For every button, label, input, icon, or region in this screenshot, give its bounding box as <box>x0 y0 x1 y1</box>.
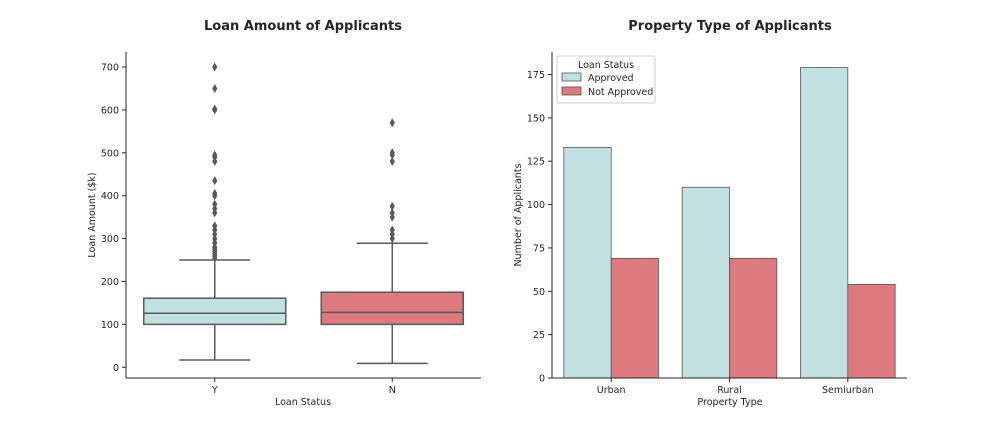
barchart-legend: Loan Status Approved Not Approved <box>556 55 656 104</box>
outlier-point <box>389 201 395 211</box>
legend-items: Approved Not Approved <box>561 72 653 98</box>
outlier-point <box>389 156 395 166</box>
y-tick-label: 400 <box>101 191 119 202</box>
legend-frame <box>556 55 656 104</box>
y-tick-label: 25 <box>533 330 545 341</box>
x-tick-label: Semiurban <box>822 385 874 396</box>
legend-swatch <box>561 86 582 96</box>
outlier-point <box>212 62 218 72</box>
outlier-point <box>212 176 218 186</box>
y-tick-label: 175 <box>527 70 545 81</box>
outlier-point <box>212 189 218 199</box>
legend-label: Approved <box>588 73 634 84</box>
outlier-point <box>389 118 395 128</box>
barchart-y-ticks: 0 25 50 75 100 125 150 175 <box>527 70 552 385</box>
barchart-x-ticks: Urban Rural Semiurban <box>597 378 874 396</box>
y-tick-label: 300 <box>101 234 119 245</box>
x-tick-label: Rural <box>717 385 742 396</box>
y-tick-label: 150 <box>527 113 545 124</box>
y-tick-label: 700 <box>101 63 119 74</box>
boxplot-x-axis-label: Loan Status <box>275 397 331 408</box>
legend-label: Not Approved <box>588 87 653 98</box>
bar-not-approved-semiurban <box>847 283 896 379</box>
y-tick-label: 75 <box>533 243 545 254</box>
bar-approved-semiurban <box>800 67 849 379</box>
iqr-box <box>143 297 287 326</box>
y-tick-label: 0 <box>539 374 545 385</box>
x-tick-label: Urban <box>597 385 626 396</box>
x-tick-label: N <box>389 385 396 396</box>
boxplot-title: Loan Amount of Applicants <box>204 19 402 34</box>
bar-not-approved-rural <box>729 257 778 379</box>
outlier-point <box>212 83 218 93</box>
boxplot-y-axis-label: Loan Amount ($k) <box>87 172 98 257</box>
property-type-barchart: Property Type of Applicants 0 25 50 75 100 12… <box>513 19 907 408</box>
boxplot-marks <box>143 62 464 365</box>
outlier-point <box>389 208 395 218</box>
legend-swatch <box>561 72 582 82</box>
loan-amount-boxplot: Loan Amount of Applicants 0 100 200 300 400 5… <box>87 19 481 408</box>
outlier-point <box>212 221 218 231</box>
x-tick-label: Y <box>211 385 218 396</box>
outlier-point <box>212 104 218 114</box>
bar-not-approved-urban <box>610 257 659 379</box>
iqr-box <box>320 291 464 326</box>
bar-approved-urban <box>563 146 612 379</box>
barchart-x-axis-label: Property Type <box>697 397 762 408</box>
y-tick-label: 50 <box>533 287 545 298</box>
bar-approved-rural <box>681 186 730 379</box>
outlier-point <box>389 225 395 235</box>
y-tick-label: 100 <box>527 200 545 211</box>
barchart-y-axis-label: Number of Applicants <box>513 163 524 266</box>
box-Y <box>143 62 287 361</box>
box-N <box>320 118 464 365</box>
barchart-marks <box>563 67 896 379</box>
boxplot-y-ticks: 0 100 200 300 400 500 600 700 <box>101 63 126 374</box>
outlier-point <box>212 150 218 160</box>
outlier-point <box>212 199 218 209</box>
outlier-point <box>389 148 395 158</box>
y-tick-label: 125 <box>527 157 545 168</box>
legend-title: Loan Status <box>578 60 634 71</box>
y-tick-label: 0 <box>113 363 119 374</box>
y-tick-label: 600 <box>101 105 119 116</box>
barchart-title: Property Type of Applicants <box>628 19 832 34</box>
y-tick-label: 100 <box>101 320 119 331</box>
y-tick-label: 200 <box>101 277 119 288</box>
y-tick-label: 500 <box>101 148 119 159</box>
